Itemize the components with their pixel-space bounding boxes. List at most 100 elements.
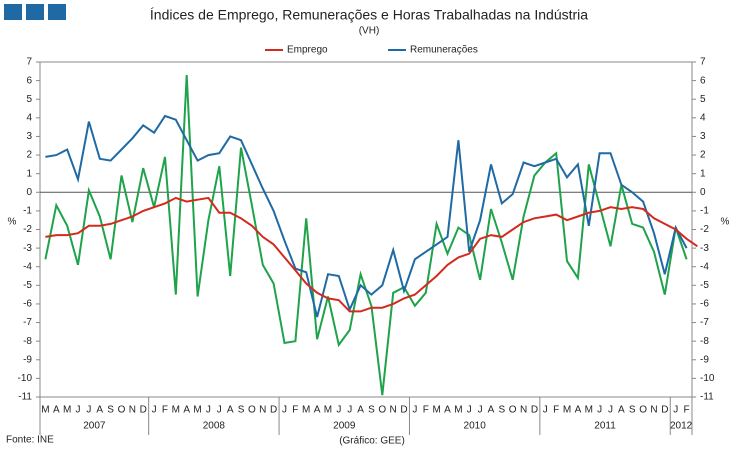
y2-tick-label: -2 <box>700 224 709 235</box>
x-tick-label: D <box>270 405 277 416</box>
x-tick-label: S <box>107 405 114 416</box>
year-label: 2010 <box>464 421 487 432</box>
logo-square <box>26 4 44 20</box>
y-tick-label: -5 <box>23 280 32 291</box>
x-tick-label: M <box>302 405 310 416</box>
y2-tick-label: 4 <box>700 112 706 123</box>
x-tick-label: O <box>118 405 126 416</box>
y-tick-label: 5 <box>26 94 32 105</box>
year-label: 2008 <box>203 421 226 432</box>
year-label: 2012 <box>670 421 693 432</box>
legend-label: Emprego <box>287 45 328 56</box>
y2-tick-label: -9 <box>700 354 709 365</box>
series-line <box>45 114 688 318</box>
x-tick-label: N <box>650 405 657 416</box>
x-tick-label: A <box>314 405 321 416</box>
x-tick-label: A <box>618 405 625 416</box>
y-tick-label: 3 <box>26 131 32 142</box>
year-label: 2009 <box>333 421 356 432</box>
year-label: 2011 <box>594 421 616 432</box>
logo-square <box>4 4 22 20</box>
x-tick-label: J <box>336 405 341 416</box>
y-tick-label: 7 <box>26 57 32 68</box>
x-tick-label: J <box>543 405 548 416</box>
x-tick-label: D <box>140 405 147 416</box>
x-tick-label: F <box>423 405 429 416</box>
credit: (Gráfico: GEE) <box>339 436 405 447</box>
x-tick-label: S <box>238 405 245 416</box>
x-tick-label: A <box>357 405 364 416</box>
y-tick-label: -3 <box>23 243 32 254</box>
x-tick-label: A <box>183 405 190 416</box>
y2-tick-label: 6 <box>700 75 706 86</box>
y-tick-label: -11 <box>18 392 32 403</box>
x-tick-label: J <box>347 405 352 416</box>
x-tick-label: M <box>585 405 593 416</box>
x-tick-label: M <box>172 405 180 416</box>
y-tick-label: 1 <box>26 168 32 179</box>
y-axis-label: % <box>8 217 17 228</box>
series-line <box>45 196 698 313</box>
y-tick-label: 2 <box>26 150 32 161</box>
logo-square <box>48 4 66 20</box>
x-tick-label: M <box>454 405 462 416</box>
x-tick-label: M <box>563 405 571 416</box>
y-tick-label: 6 <box>26 75 32 86</box>
y2-tick-label: 0 <box>700 187 706 198</box>
chart-title: Índices de Emprego, Remunerações e Horas… <box>150 7 588 23</box>
y2-tick-label: -8 <box>700 336 709 347</box>
x-tick-label: S <box>368 405 375 416</box>
x-tick-label: M <box>41 405 49 416</box>
y-tick-label: -6 <box>23 299 32 310</box>
x-tick-label: D <box>661 405 668 416</box>
x-tick-label: F <box>553 405 559 416</box>
x-tick-label: N <box>259 405 266 416</box>
x-tick-label: O <box>639 405 647 416</box>
x-tick-label: N <box>129 405 136 416</box>
legend-label: Remunerações <box>410 45 478 56</box>
x-tick-label: J <box>152 405 157 416</box>
year-label: 2007 <box>83 421 106 432</box>
x-tick-label: N <box>520 405 527 416</box>
y2-tick-label: -6 <box>700 299 709 310</box>
x-tick-label: A <box>444 405 451 416</box>
x-tick-label: D <box>400 405 407 416</box>
y2-tick-label: -5 <box>700 280 709 291</box>
y2-tick-label: 1 <box>700 168 706 179</box>
x-tick-label: A <box>53 405 60 416</box>
x-tick-label: A <box>96 405 103 416</box>
series-line <box>44 74 688 396</box>
x-tick-label: S <box>629 405 636 416</box>
x-tick-label: J <box>76 405 81 416</box>
chart-subtitle: (VH) <box>359 26 380 37</box>
x-tick-label: M <box>63 405 71 416</box>
x-tick-label: J <box>673 405 678 416</box>
y2-tick-label: -10 <box>700 373 715 384</box>
y2-tick-label: 3 <box>700 131 706 142</box>
source: Fonte: INE <box>6 435 54 446</box>
y2-tick-label: -4 <box>700 261 709 272</box>
y2-tick-label: -3 <box>700 243 709 254</box>
x-tick-label: A <box>227 405 234 416</box>
y2-axis-label: % <box>721 217 730 228</box>
y-tick-label: -10 <box>18 373 33 384</box>
x-tick-label: J <box>412 405 417 416</box>
x-tick-label: J <box>282 405 287 416</box>
y2-tick-label: -7 <box>700 317 709 328</box>
y2-tick-label: 2 <box>700 150 706 161</box>
plot-frame <box>39 61 693 398</box>
x-tick-label: J <box>597 405 602 416</box>
y-tick-label: -4 <box>23 261 32 272</box>
x-tick-label: J <box>478 405 483 416</box>
x-tick-label: J <box>608 405 613 416</box>
x-tick-label: N <box>390 405 397 416</box>
y2-tick-label: 7 <box>700 57 706 68</box>
x-tick-label: F <box>162 405 168 416</box>
x-tick-label: D <box>531 405 538 416</box>
x-tick-label: O <box>378 405 386 416</box>
y-tick-label: 0 <box>26 187 32 198</box>
x-tick-label: A <box>488 405 495 416</box>
x-tick-label: O <box>509 405 517 416</box>
